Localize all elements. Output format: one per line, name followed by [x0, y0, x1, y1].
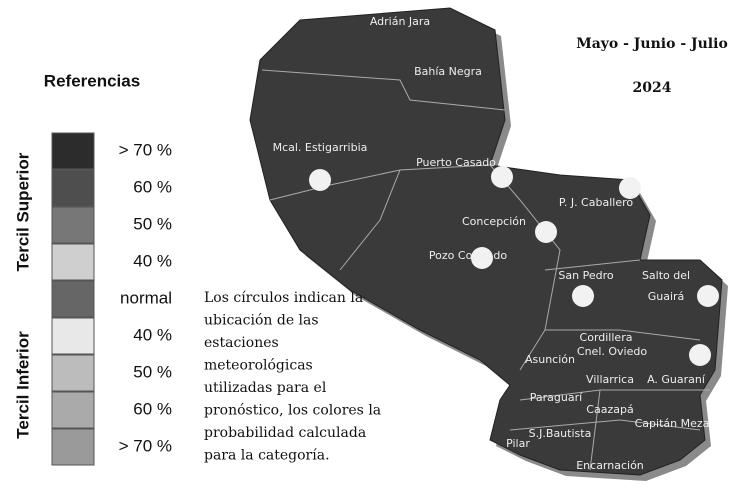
note-line: para la categoría. [204, 448, 330, 464]
map-country [249, 7, 723, 476]
legend-label: 50 % [133, 214, 172, 233]
note-line: utilizadas para el [204, 380, 327, 396]
station-label: San Pedro [558, 269, 613, 282]
station-label: Guairá [648, 290, 685, 303]
department-borders [261, 69, 710, 471]
note-line: probabilidad calculada [204, 425, 366, 441]
legend-swatch [51, 243, 95, 281]
legend-swatch [51, 354, 95, 392]
station-label: Concepción [462, 215, 526, 228]
lower-label: Tercil Inferior [13, 331, 32, 439]
station-dot [309, 169, 331, 191]
year: 2024 [633, 80, 672, 96]
period: Mayo - Junio - Julio [576, 36, 728, 52]
legend-label: 60 % [133, 399, 172, 418]
station-label: P. J. Caballero [559, 196, 633, 209]
note-line: estaciones [204, 335, 279, 351]
station-label: Capitán Meza [635, 417, 710, 430]
station-label: Asunción [525, 353, 575, 366]
station-label: Villarrica [586, 373, 634, 386]
station-dot [619, 177, 641, 199]
legend-label: 60 % [133, 177, 172, 196]
legend-swatch [51, 317, 95, 355]
legend-swatch [51, 280, 95, 318]
station-label: Salto del [642, 269, 690, 282]
station-label: Paraguarí [530, 391, 583, 404]
legend-label: 40 % [133, 325, 172, 344]
station-label: Encarnación [576, 459, 644, 472]
station-label: Puerto Casado [416, 156, 496, 169]
legend-title: Referencias [44, 71, 140, 90]
station-label: Mcal. Estigarribia [273, 141, 368, 154]
legend-label: > 70 % [119, 140, 172, 159]
upper-label: Tercil Superior [13, 152, 32, 271]
station-label: Bahía Negra [414, 65, 482, 78]
station-label: S.J.Bautista [529, 427, 592, 440]
note-line: meteorológicas [204, 358, 313, 374]
note-line: pronóstico, los colores la [204, 403, 381, 419]
legend-label: 50 % [133, 362, 172, 381]
station-label: Cnel. Oviedo [577, 345, 647, 358]
legend-label: > 70 % [119, 436, 172, 455]
station-dot [572, 285, 594, 307]
station-label: Adrián Jara [370, 15, 430, 28]
legend-swatch [51, 169, 95, 207]
legend-swatch [51, 428, 95, 466]
legend-label: normal [120, 288, 172, 307]
station-label: A. Guaraní [647, 373, 706, 386]
legend-swatch [51, 206, 95, 244]
legend-swatch [51, 391, 95, 429]
station-label: Caazapá [586, 403, 633, 416]
note-line: Los círculos indican la [204, 290, 363, 306]
station-dot [697, 285, 719, 307]
legend-swatch [51, 132, 95, 170]
station-dot [689, 344, 711, 366]
legend-label: 40 % [133, 251, 172, 270]
station-label: Pozo Colorado [429, 249, 507, 262]
station-label: Pilar [506, 437, 530, 450]
station-dot [491, 166, 513, 188]
station-dot [535, 221, 557, 243]
station-label: Cordillera [580, 331, 633, 344]
note-line: ubicación de las [204, 313, 319, 329]
station-dot [471, 247, 493, 269]
